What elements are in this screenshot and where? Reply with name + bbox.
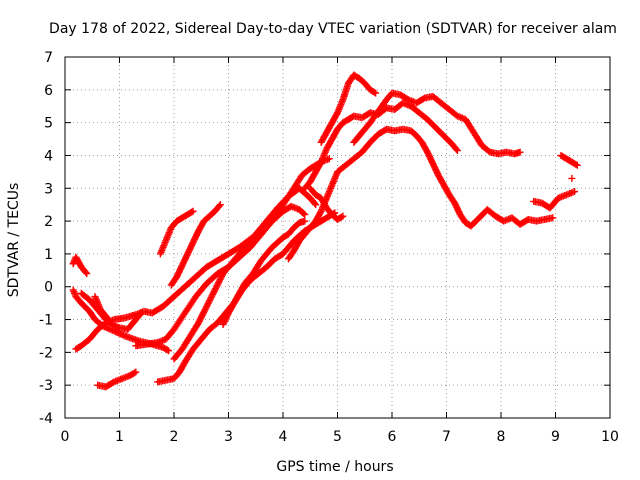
data-point-marker <box>325 155 333 163</box>
data-point-marker <box>105 325 113 333</box>
tick-labels: 0 1 2 3 4 5 6 7 8 9 10 -4 -3 -2 -1 0 1 2 3 4 5 6 7 <box>39 50 619 445</box>
data-point-marker <box>572 160 580 168</box>
data-point-marker <box>119 331 127 339</box>
y-tick-label: 5 <box>44 116 53 132</box>
plot-frame <box>64 56 611 419</box>
grid <box>65 57 610 418</box>
data-point-marker <box>137 309 145 317</box>
x-tick-label: 0 <box>61 429 70 445</box>
data-point-marker <box>316 209 324 217</box>
data-point-marker <box>165 347 173 355</box>
data-point-marker <box>311 199 319 207</box>
data-point-marker <box>372 89 380 97</box>
y-tick-label: 7 <box>44 50 53 66</box>
data-point-marker <box>573 161 581 169</box>
data-point-marker <box>300 210 308 218</box>
x-tick-label: 3 <box>224 429 233 445</box>
y-tick-label: -2 <box>39 345 53 361</box>
data-point-marker <box>312 201 320 209</box>
x-tick-label: 6 <box>388 429 397 445</box>
data-point-marker <box>136 310 144 318</box>
y-tick-label: 0 <box>44 280 53 296</box>
data-point-marker <box>215 202 223 210</box>
chart-title: Day 178 of 2022, Sidereal Day-to-day VTE… <box>49 21 617 37</box>
x-axis-label: GPS time / hours <box>276 459 393 475</box>
data-point-marker <box>338 213 346 221</box>
y-tick-label: 1 <box>44 247 53 263</box>
data-point-marker <box>316 159 324 167</box>
y-tick-label: 6 <box>44 83 53 99</box>
x-tick-label: 2 <box>170 429 179 445</box>
y-tick-label: 2 <box>44 214 53 230</box>
data-point-marker <box>130 369 138 377</box>
data-point-marker <box>82 268 90 276</box>
data-point-marker <box>452 145 460 153</box>
data-point-marker <box>516 148 524 156</box>
data-point-marker <box>339 212 347 220</box>
data-point-marker <box>370 88 378 96</box>
data-point-marker <box>132 368 140 376</box>
data-point-marker <box>83 270 91 278</box>
data-point-marker <box>453 147 461 155</box>
y-tick-label: 3 <box>44 181 53 197</box>
x-tick-label: 10 <box>601 429 619 445</box>
data-point-marker <box>163 346 171 354</box>
y-axis-label: SDTVAR / TECUs <box>6 183 22 298</box>
x-tick-label: 5 <box>333 429 342 445</box>
data-point-marker <box>105 316 113 324</box>
data-point-marker <box>116 330 124 338</box>
data-point-marker <box>301 217 309 225</box>
data-point-marker <box>188 208 196 216</box>
data-point-marker <box>549 214 557 222</box>
data-point-marker <box>568 174 576 182</box>
x-tick-label: 7 <box>442 429 451 445</box>
data-markers <box>69 71 581 391</box>
y-tick-label: 4 <box>44 148 53 164</box>
x-tick-label: 4 <box>279 429 288 445</box>
y-tick-label: -3 <box>39 378 53 394</box>
data-point-marker <box>301 211 309 219</box>
data-point-marker <box>333 110 341 118</box>
y-tick-label: -4 <box>39 411 53 427</box>
x-tick-label: 9 <box>551 429 560 445</box>
data-point-marker <box>118 331 126 339</box>
y-tick-label: -1 <box>39 313 53 329</box>
data-point-marker <box>189 207 197 215</box>
data-point-marker <box>104 314 112 322</box>
data-point-marker <box>104 324 112 332</box>
data-point-marker <box>216 201 224 209</box>
x-tick-label: 1 <box>115 429 124 445</box>
data-point-marker <box>571 188 579 196</box>
x-tick-label: 8 <box>497 429 506 445</box>
